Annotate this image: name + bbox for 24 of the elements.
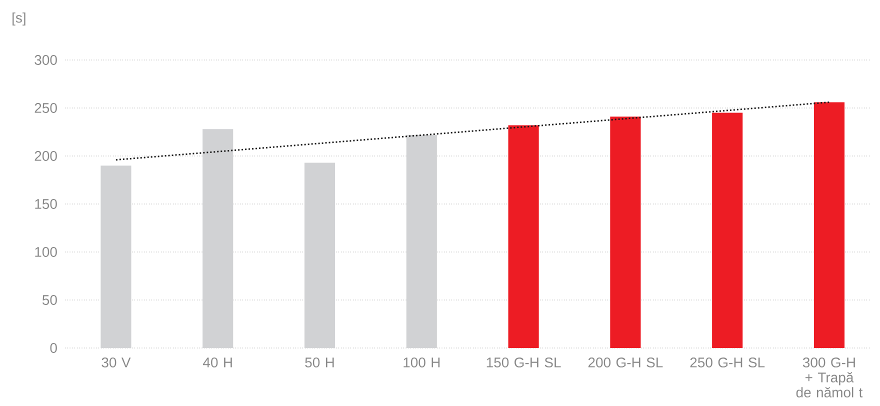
bar [814, 102, 845, 348]
y-tick-label: 200 [34, 151, 57, 161]
x-tick-label: 150 G-H SL [486, 358, 561, 368]
x-tick-label: 250 G-H SL [690, 358, 765, 368]
x-tick-label: 50 H [305, 358, 334, 368]
x-tick-label: 300 G-H + Trapă de nămol t [796, 358, 863, 398]
bar [508, 125, 539, 348]
bar [304, 162, 336, 348]
x-tick-label: 30 V [102, 358, 131, 368]
bar [100, 166, 132, 348]
bar [202, 129, 234, 348]
bar [712, 112, 743, 348]
y-tick-label: 50 [42, 295, 57, 305]
y-axis-title: [s] [12, 12, 26, 26]
x-tick-label: 200 G-H SL [588, 358, 663, 368]
x-tick-label: 100 H [404, 358, 440, 368]
bar [406, 134, 437, 348]
y-tick-label: 0 [50, 343, 57, 353]
bar [610, 116, 641, 348]
x-tick-label: 40 H [202, 358, 232, 368]
y-tick-label: 100 [35, 247, 57, 257]
y-tick-label: 150 [35, 199, 57, 209]
y-tick-label: 250 [34, 103, 57, 113]
y-tick-label: 300 [34, 55, 57, 65]
